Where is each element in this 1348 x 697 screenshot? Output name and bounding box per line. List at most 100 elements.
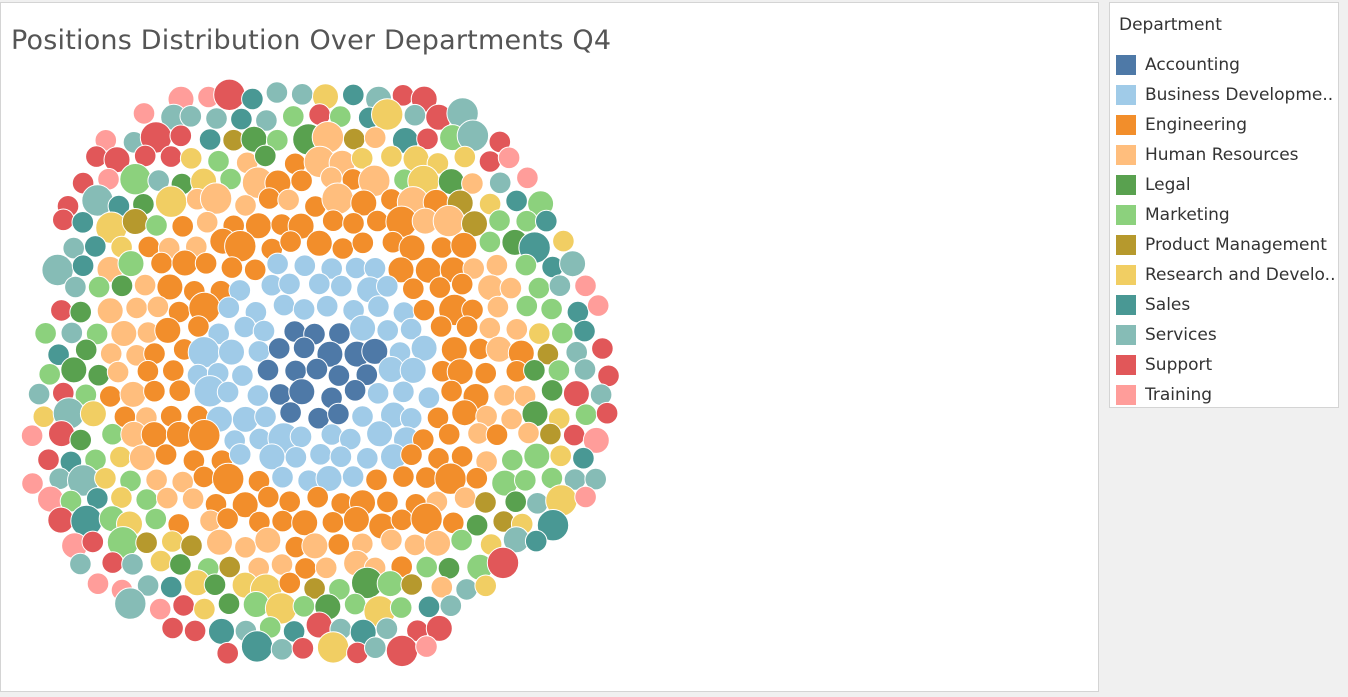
bubble[interactable] (430, 575, 454, 599)
bubble[interactable] (109, 445, 132, 469)
bubble[interactable] (60, 321, 84, 345)
bubble[interactable] (74, 338, 98, 362)
bubble[interactable] (453, 145, 477, 169)
bubble[interactable] (254, 405, 277, 429)
bubble[interactable] (69, 552, 92, 576)
bubble[interactable] (597, 364, 620, 388)
bubble[interactable] (218, 555, 241, 579)
bubble[interactable] (193, 597, 216, 621)
bubble[interactable] (437, 556, 461, 580)
bubble[interactable] (321, 511, 345, 534)
bubble[interactable] (474, 574, 498, 598)
bubble[interactable] (415, 635, 438, 658)
bubble[interactable] (194, 251, 218, 275)
bubble[interactable] (515, 209, 539, 233)
bubble[interactable] (450, 272, 474, 296)
bubble[interactable] (156, 273, 184, 301)
bubble[interactable] (306, 485, 330, 509)
legend-item[interactable]: Human Resources (1116, 140, 1334, 170)
bubble[interactable] (536, 509, 570, 542)
bubble[interactable] (288, 378, 316, 406)
bubble[interactable] (361, 337, 389, 365)
bubble[interactable] (181, 487, 205, 511)
bubble[interactable] (252, 319, 276, 343)
bubble[interactable] (216, 380, 240, 404)
bubble[interactable] (305, 357, 329, 381)
bubble[interactable] (566, 300, 590, 324)
bubble[interactable] (552, 229, 575, 253)
bubble[interactable] (180, 534, 203, 558)
bubble[interactable] (451, 399, 479, 427)
bubble[interactable] (154, 185, 188, 218)
bubble[interactable] (228, 279, 252, 302)
bubble[interactable] (154, 443, 178, 466)
bubble[interactable] (230, 107, 253, 131)
bubble[interactable] (220, 256, 244, 279)
bubble[interactable] (292, 298, 316, 321)
bubble[interactable] (455, 315, 479, 339)
bubble[interactable] (301, 532, 329, 560)
bubble[interactable] (207, 149, 230, 173)
bubble[interactable] (329, 445, 353, 469)
bubble[interactable] (277, 188, 300, 212)
bubble[interactable] (87, 275, 111, 299)
bubble[interactable] (539, 422, 562, 446)
bubble[interactable] (278, 272, 301, 296)
bubble[interactable] (266, 252, 289, 276)
bubble[interactable] (213, 78, 246, 112)
bubble[interactable] (475, 450, 498, 473)
bubble[interactable] (474, 491, 497, 514)
bubble[interactable] (47, 343, 70, 367)
bubble[interactable] (159, 575, 183, 599)
bubble[interactable] (485, 253, 509, 277)
bubble[interactable] (86, 572, 110, 596)
bubble[interactable] (234, 194, 257, 217)
bubble[interactable] (392, 380, 415, 404)
bubble[interactable] (169, 124, 193, 148)
bubble[interactable] (145, 468, 168, 492)
bubble[interactable] (20, 424, 44, 448)
bubble[interactable] (121, 208, 149, 235)
bubble[interactable] (156, 486, 179, 510)
bubble[interactable] (314, 556, 338, 580)
bubble[interactable] (410, 334, 438, 362)
bubble[interactable] (228, 443, 252, 466)
bubble[interactable] (203, 573, 227, 597)
bubble[interactable] (246, 384, 270, 407)
bubble[interactable] (327, 402, 350, 426)
bubble[interactable] (376, 570, 404, 598)
bubble[interactable] (403, 533, 427, 557)
bubble[interactable] (270, 638, 294, 661)
bubble[interactable] (37, 448, 60, 472)
bubble[interactable] (399, 407, 423, 430)
bubble[interactable] (343, 592, 367, 616)
bubble[interactable] (128, 444, 156, 472)
bubble[interactable] (355, 363, 379, 387)
bubble[interactable] (516, 166, 539, 190)
bubble[interactable] (69, 300, 92, 324)
bubble[interactable] (363, 256, 387, 280)
bubble[interactable] (450, 445, 474, 468)
bubble[interactable] (150, 251, 173, 275)
bubble[interactable] (289, 425, 313, 449)
bubble[interactable] (591, 337, 614, 360)
bubble[interactable] (265, 81, 289, 104)
bubble[interactable] (81, 530, 105, 554)
bubble[interactable] (572, 446, 595, 470)
bubble[interactable] (327, 364, 351, 387)
bubble[interactable] (240, 630, 274, 663)
bubble[interactable] (321, 182, 354, 215)
bubble[interactable] (398, 234, 426, 262)
bubble[interactable] (133, 273, 157, 297)
bubble[interactable] (426, 406, 450, 430)
bubble[interactable] (344, 256, 368, 280)
bubble[interactable] (71, 254, 95, 278)
bubble[interactable] (171, 249, 199, 277)
bubble[interactable] (478, 230, 502, 254)
bubble[interactable] (505, 318, 529, 341)
bubble[interactable] (136, 574, 160, 597)
bubble[interactable] (199, 182, 233, 215)
bubble[interactable] (266, 128, 289, 152)
bubble[interactable] (387, 256, 415, 284)
bubble[interactable] (349, 314, 377, 342)
